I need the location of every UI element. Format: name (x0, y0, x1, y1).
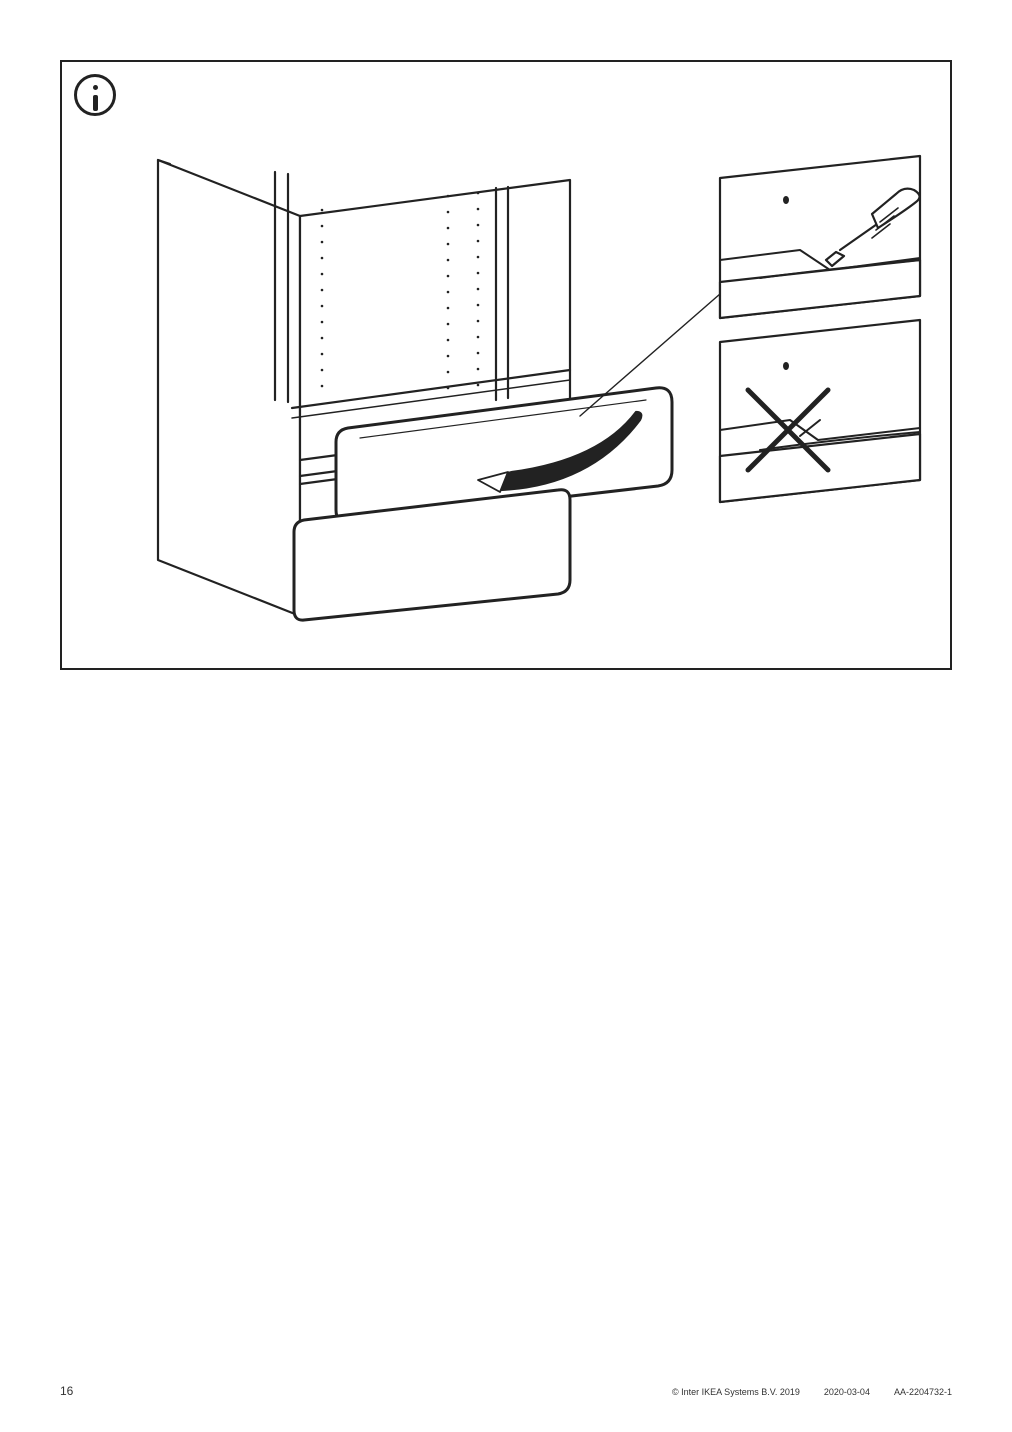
inset-wrong (720, 320, 920, 502)
footer-doc-id: AA-2204732-1 (894, 1387, 952, 1397)
page: 16 © Inter IKEA Systems B.V. 2019 2020-0… (0, 0, 1012, 1432)
copyright-text: © Inter IKEA Systems B.V. 2019 (672, 1387, 800, 1397)
page-number: 16 (60, 1384, 73, 1398)
assembly-diagram (60, 60, 952, 670)
footer-meta: © Inter IKEA Systems B.V. 2019 2020-03-0… (672, 1387, 952, 1397)
page-footer: 16 © Inter IKEA Systems B.V. 2019 2020-0… (60, 1384, 952, 1398)
inset-correct (720, 156, 920, 318)
footer-date: 2020-03-04 (824, 1387, 870, 1397)
